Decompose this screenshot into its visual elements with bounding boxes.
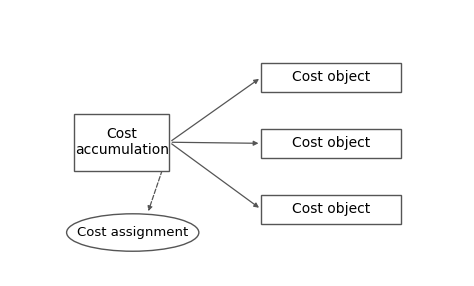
Bar [74,114,170,171]
Text: Cost
accumulation: Cost accumulation [75,127,169,157]
Ellipse shape [67,214,199,251]
Bar [261,129,401,158]
Bar [261,63,401,92]
Bar [261,195,401,224]
Text: Cost object: Cost object [292,70,370,84]
Text: Cost assignment: Cost assignment [77,226,188,239]
Text: Cost object: Cost object [292,136,370,150]
Text: Cost object: Cost object [292,202,370,217]
